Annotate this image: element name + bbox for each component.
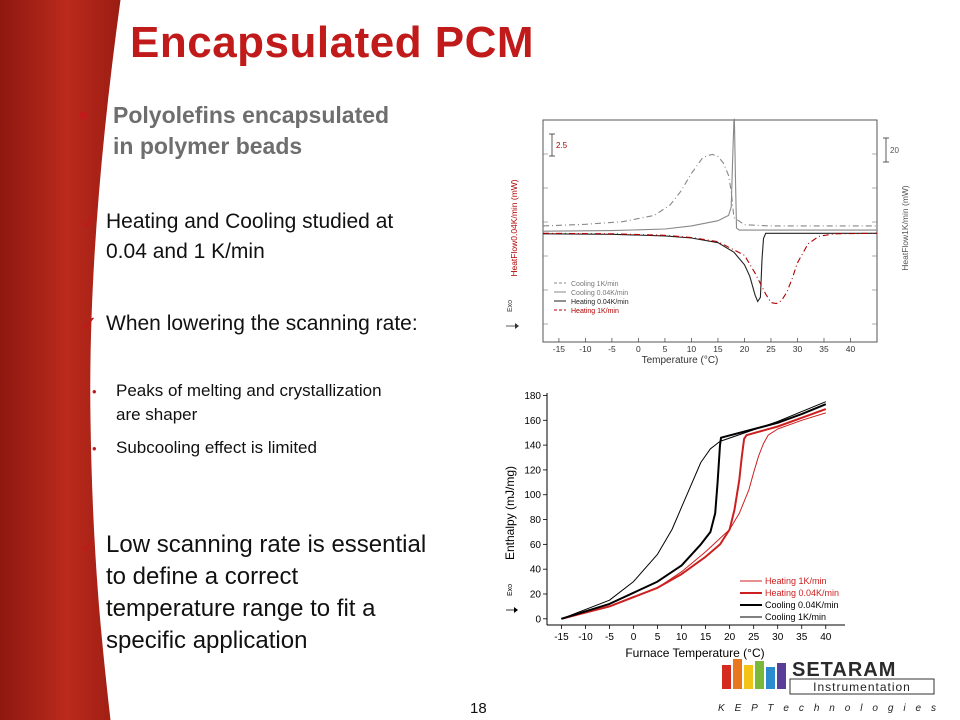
- x-tick-label: 35: [796, 632, 808, 643]
- checkmark-icon: ✓: [80, 535, 98, 558]
- exo-arrow-icon: [506, 607, 518, 613]
- x-tick-label: 40: [846, 344, 856, 354]
- heatflow-y-label-left: HeatFlow0.04K/min (mW): [509, 179, 519, 276]
- scale-bar-left: 2.5: [549, 133, 568, 157]
- logo-wordmark: SETARAM: [792, 659, 896, 681]
- legend-label: Cooling 1K/min: [765, 612, 826, 622]
- x-tick-label: 30: [793, 344, 803, 354]
- scale-bar-right: 20: [883, 137, 899, 163]
- enthalpy-axes: [546, 393, 845, 626]
- enthalpy-chart: 0 20 40 60 80 100 120 140 160 180 -15 -10 -5 0 5 10 15 2…: [503, 391, 845, 660]
- y-tick-label: 100: [524, 490, 541, 501]
- series-line-cooling-0-04k-min: [542, 118, 877, 232]
- dot-bullet-icon: •: [92, 384, 97, 399]
- legend-label: Cooling 0.04K/min: [571, 290, 628, 297]
- y-tick-label: 160: [524, 416, 541, 427]
- series-line-heating-0-04k-min: [561, 408, 827, 620]
- slide-title: Encapsulated PCM: [130, 18, 535, 67]
- exo-label: Exo: [507, 300, 514, 312]
- logo-color-bars: [722, 659, 786, 689]
- logo-underline-box: [789, 678, 935, 695]
- x-tick-label: -5: [605, 632, 614, 643]
- y-tick-label: 20: [530, 589, 542, 600]
- x-tick-label: 5: [663, 344, 668, 354]
- scale-left-label: 2.5: [556, 141, 568, 150]
- x-tick-label: 30: [772, 632, 784, 643]
- series-line-cooling-1k-min: [561, 401, 826, 620]
- enthalpy-y-label: Enthalpy (mJ/mg): [503, 466, 517, 560]
- y-tick-label: 140: [524, 441, 541, 452]
- heatflow-grid: [543, 153, 877, 325]
- heatflow-y-label-right: HeatFlow1K/min (mW): [900, 185, 910, 271]
- enthalpy-legend: Heating 1K/min Heating 0.04K/min Cooling 0…: [740, 576, 839, 622]
- y-tick-label: 0: [535, 614, 541, 625]
- company-logo: SETARAM Instrumentation K E P T e c h n …: [718, 659, 936, 714]
- x-tick-label: 20: [724, 632, 736, 643]
- enthalpy-x-label: Furnace Temperature (°C): [625, 646, 764, 660]
- checkmark-icon: ✓: [80, 313, 98, 336]
- logo-instrumentation: Instrumentation: [813, 680, 911, 694]
- x-tick-label: 10: [687, 344, 697, 354]
- y-tick-label: 80: [530, 515, 542, 526]
- y-tick-label: 180: [524, 391, 541, 402]
- logo-kep-technologies: K E P T e c h n o l o g i e s: [718, 703, 936, 714]
- dot-bullet-icon: •: [92, 441, 97, 456]
- x-tick-label: 25: [748, 632, 760, 643]
- x-tick-label: 40: [820, 632, 832, 643]
- y-tick-label: 40: [530, 565, 542, 576]
- x-tick-label: -10: [578, 632, 593, 643]
- legend-label: Cooling 0.04K/min: [765, 600, 839, 610]
- exo-label: Exo: [507, 584, 514, 596]
- x-tick-label: 0: [631, 632, 637, 643]
- legend-label: Heating 0.04K/min: [571, 299, 629, 306]
- point-conclusion: Low scanning rate is essential to define…: [106, 531, 427, 654]
- x-tick-label: 15: [713, 344, 723, 354]
- subpoint-subcooling: Subcooling effect is limited: [116, 438, 317, 457]
- x-tick-label: 35: [819, 344, 829, 354]
- x-tick-label: 25: [766, 344, 776, 354]
- exo-arrow-icon: [506, 323, 519, 329]
- heatflow-x-label: Temperature (°C): [642, 355, 719, 366]
- x-tick-label: 5: [655, 632, 661, 643]
- legend-label: Heating 0.04K/min: [765, 588, 839, 598]
- heatflow-chart: -15 -10 -5 0 5 10 15 20 25 30 35 40 2.5 20 Temperat…: [506, 118, 910, 366]
- heatflow-legend: Cooling 1K/min Cooling 0.04K/min Heating 0…: [554, 281, 629, 315]
- scale-right-label: 20: [890, 146, 899, 155]
- point-scanning-rate: When lowering the scanning rate:: [106, 312, 418, 335]
- series-line-heating-1k-min: [542, 232, 878, 305]
- x-tick-label: 15: [700, 632, 712, 643]
- decorative-sidebar: [0, 0, 124, 720]
- x-tick-label: 20: [740, 344, 750, 354]
- legend-label: Heating 1K/min: [765, 576, 827, 586]
- x-tick-label: -15: [553, 344, 566, 354]
- y-tick-label: 120: [524, 465, 541, 476]
- y-tick-label: 60: [530, 540, 542, 551]
- x-tick-label: -15: [554, 632, 569, 643]
- point-heating-cooling: Heating and Cooling studied at 0.04 and …: [106, 210, 394, 263]
- x-tick-label: 0: [636, 344, 641, 354]
- legend-label: Cooling 1K/min: [571, 281, 619, 288]
- x-tick-label: -10: [579, 344, 592, 354]
- x-tick-label: -5: [608, 344, 616, 354]
- square-bullet-icon: [80, 112, 87, 119]
- subheading-text: Polyolefins encapsulated in polymer bead…: [113, 102, 390, 159]
- subpoint-peaks: Peaks of melting and crystallization are…: [116, 381, 382, 424]
- series-line-cooling-1k-min: [542, 153, 877, 227]
- page-number: 18: [470, 700, 487, 717]
- checkmark-icon: ✓: [80, 211, 98, 234]
- x-tick-label: 10: [676, 632, 688, 643]
- series-line-cooling-0-04k-min: [561, 403, 827, 620]
- legend-label: Heating 1K/min: [571, 308, 619, 315]
